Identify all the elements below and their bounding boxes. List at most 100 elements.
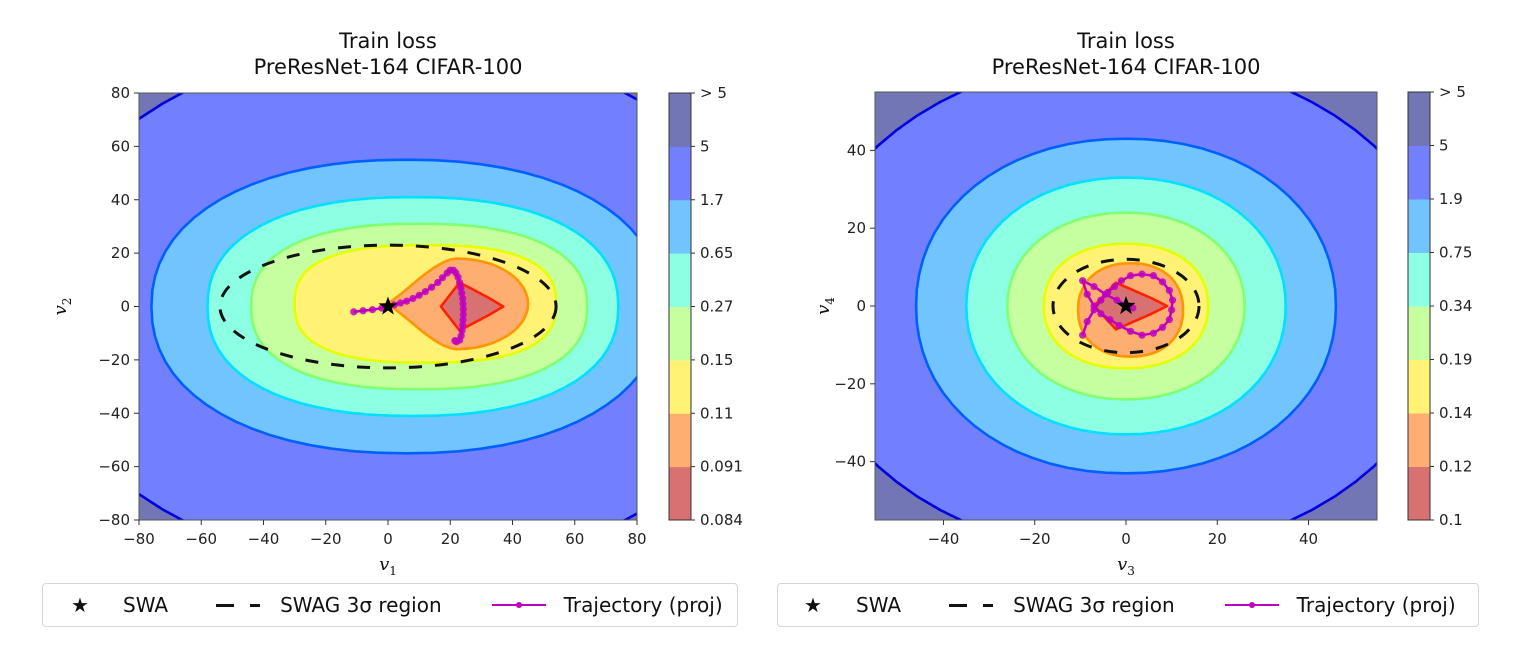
contour-line-0.14: [1076, 261, 1185, 358]
star-icon: ★: [71, 593, 89, 617]
y-axis-label-sub: 4: [823, 297, 837, 305]
colorbar-label: 0.19: [1439, 351, 1472, 369]
x-tick-label: −60: [185, 530, 217, 548]
trajectory-point: [1113, 296, 1121, 304]
colorbar-label: 0.091: [700, 458, 743, 476]
x-tick-label: 80: [627, 530, 646, 548]
trajectory-point: [1138, 331, 1146, 339]
trajectory-point: [1168, 306, 1176, 314]
y-tick-label: −20: [834, 375, 866, 393]
trajectory-point: [1149, 272, 1157, 280]
trajectory-point: [1126, 327, 1135, 335]
right-title-line2: PreResNet-164 CIFAR-100: [991, 55, 1261, 79]
colorbar-band: [669, 306, 691, 361]
trajectory-point: [1165, 286, 1173, 295]
trajectory-point: [1083, 317, 1091, 326]
trajectory-point: [1106, 316, 1114, 324]
legend-trajectory-label: Trajectory (proj): [1296, 593, 1456, 617]
trajectory-point: [458, 326, 466, 335]
trajectory-point: [415, 291, 423, 299]
contour-line-0.15: [293, 243, 558, 364]
colorbar-label: 0.11: [700, 404, 733, 422]
trajectory-point: [427, 283, 436, 291]
trajectory-point: [459, 300, 467, 308]
x-tick-label: −20: [1019, 530, 1051, 548]
y-tick-label: −60: [98, 458, 130, 476]
trajectory-point: [1090, 282, 1098, 291]
trajectory-point: [1079, 277, 1087, 285]
trajectory-point: [1149, 329, 1157, 337]
x-axis-label-var: v: [1117, 554, 1127, 575]
y-tick-label: 60: [111, 137, 130, 155]
colorbar-label: 0.12: [1439, 458, 1472, 476]
colorbar-band: [1408, 413, 1430, 467]
y-tick-label: −20: [98, 351, 130, 369]
colorbar-band: [1408, 92, 1430, 146]
y-axis-label: v4: [813, 297, 837, 315]
colorbar-label: 0.084: [700, 511, 743, 529]
y-tick-label: 80: [111, 84, 130, 102]
left-chart-title: Train loss PreResNet-164 CIFAR-100: [139, 28, 637, 80]
trajectory-point: [1079, 331, 1087, 339]
y-axis-label-var: v: [813, 305, 834, 315]
colorbar-band: [1408, 466, 1430, 521]
trajectory-point: [459, 294, 467, 303]
trajectory-point: [1158, 323, 1167, 331]
trajectory-line-icon: [1224, 599, 1279, 611]
right-contour-plot: −40 −20 0 20 40−40−2002040v3v40.10.120.140.1…: [813, 83, 1472, 578]
contour-line-0.19: [1042, 242, 1210, 370]
trajectory-point: [451, 337, 459, 345]
colorbar-label: 0.34: [1439, 297, 1472, 315]
x-tick-label: 0: [1121, 530, 1131, 548]
trajectory-point: [1158, 278, 1167, 286]
colorbar-band: [1408, 306, 1430, 360]
right-chart-title: Train loss PreResNet-164 CIFAR-100: [875, 28, 1377, 80]
x-tick-label: −40: [928, 530, 960, 548]
trajectory-point: [459, 316, 467, 324]
trajectory-point: [1101, 290, 1110, 298]
trajectory-point: [1090, 302, 1098, 310]
colorbar-label: 5: [1439, 137, 1449, 155]
legend-item-swag: SWAG 3σ region: [949, 593, 1175, 617]
dashed-line-icon: [216, 599, 270, 611]
colorbar-band: [669, 93, 691, 147]
legend-swa-label: SWA: [856, 593, 902, 617]
legend-swag-label: SWAG 3σ region: [1013, 593, 1175, 617]
trajectory-point: [457, 284, 465, 292]
x-tick-label: −80: [123, 530, 155, 548]
x-tick-label: 20: [441, 530, 460, 548]
right-title-line1: Train loss: [1077, 29, 1175, 53]
colorbar-band: [1408, 359, 1430, 414]
colorbar-label: 0.27: [700, 298, 733, 316]
trajectory-point: [396, 299, 405, 307]
swag-3sigma-region: [1051, 257, 1201, 355]
trajectory-point: [1168, 296, 1177, 304]
y-tick-label: 20: [847, 219, 866, 237]
x-tick-label: 40: [1299, 530, 1318, 548]
left-legend: ★ SWA SWAG 3σ region Trajectory (proj): [42, 583, 738, 627]
colorbar-label: 0.65: [700, 244, 733, 262]
x-tick-label: 0: [383, 530, 393, 548]
colorbar-label: 0.75: [1439, 244, 1472, 262]
colorbar-band: [1408, 199, 1430, 253]
left-chart-panel: Train loss PreResNet-164 CIFAR-100 −80 −6…: [42, 28, 743, 627]
legend-swa-label: SWA: [123, 593, 169, 617]
trajectory-point: [1083, 290, 1091, 298]
trajectory-point: [350, 308, 358, 316]
x-axis-label: v1: [379, 554, 397, 578]
legend-item-swa: ★ SWA: [65, 593, 168, 617]
swa-star-marker: [378, 296, 398, 315]
y-axis-label: v2: [50, 298, 74, 316]
y-tick-label: −80: [98, 511, 130, 529]
colorbar-band: [1408, 145, 1430, 200]
colorbar-band: [669, 199, 691, 254]
y-tick-label: −40: [98, 404, 130, 422]
colorbar-label: 1.7: [700, 191, 724, 209]
colorbar-band: [669, 253, 691, 307]
legend-trajectory-label: Trajectory (proj): [563, 593, 723, 617]
y-tick-label: 0: [120, 298, 130, 316]
legend-item-swag: SWAG 3σ region: [216, 593, 442, 617]
left-contour-plot: −80 −60 −40 −20 0 20 40 60 80 −80 −60 −40 −20 0 20 40 60…: [50, 84, 743, 578]
colorbar-label: 1.9: [1439, 190, 1463, 208]
legend-item-trajectory: Trajectory (proj): [1224, 593, 1456, 617]
